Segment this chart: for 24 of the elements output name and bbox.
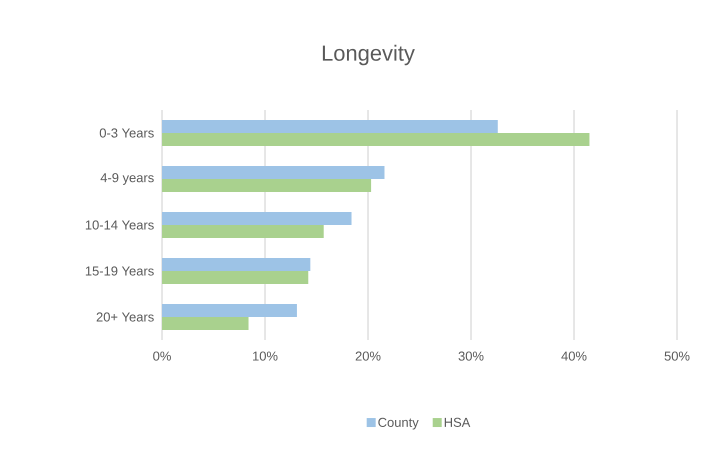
y-tick-label: 20+ Years <box>96 312 154 322</box>
x-tick-label: 10% <box>253 352 278 361</box>
bar <box>162 316 249 330</box>
bar <box>162 120 498 133</box>
bar <box>162 212 352 225</box>
bar <box>162 304 297 317</box>
bar <box>162 258 310 271</box>
x-tick-label: 30% <box>458 352 484 361</box>
y-tick-label: 10-14 Years <box>86 220 154 230</box>
x-tick-label: 50% <box>664 352 690 361</box>
y-tick-label: 4-9 years <box>100 173 154 185</box>
y-tick-label: 0-3 Years <box>100 128 154 138</box>
legend-label: HSA <box>444 418 470 427</box>
bar <box>162 166 384 179</box>
bar <box>162 132 590 146</box>
bar <box>162 224 324 238</box>
x-tick-label: 0% <box>153 352 171 361</box>
x-tick-label: 40% <box>561 352 587 361</box>
x-tick-label: 20% <box>356 352 381 361</box>
legend-label: County <box>378 418 419 430</box>
chart-title: Longevity <box>322 44 415 66</box>
y-tick-label: 15-19 Years <box>86 266 154 276</box>
bar <box>162 270 308 284</box>
bar <box>162 178 372 192</box>
